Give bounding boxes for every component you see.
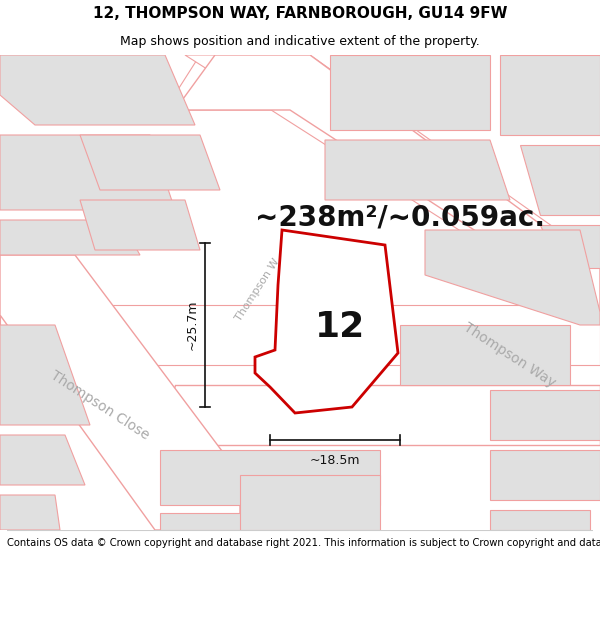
- Polygon shape: [400, 325, 570, 385]
- Polygon shape: [80, 135, 220, 190]
- Text: ~238m²/~0.059ac.: ~238m²/~0.059ac.: [255, 204, 545, 232]
- Polygon shape: [325, 140, 510, 200]
- Text: 12: 12: [315, 310, 365, 344]
- Text: Thompson Close: Thompson Close: [48, 368, 152, 442]
- Polygon shape: [520, 145, 600, 215]
- Polygon shape: [490, 450, 600, 500]
- Polygon shape: [0, 255, 240, 530]
- Polygon shape: [185, 55, 600, 320]
- Text: Thompson Way: Thompson Way: [461, 320, 559, 390]
- Polygon shape: [255, 230, 398, 413]
- Polygon shape: [500, 55, 600, 135]
- Text: 12, THOMPSON WAY, FARNBOROUGH, GU14 9FW: 12, THOMPSON WAY, FARNBOROUGH, GU14 9FW: [93, 6, 507, 21]
- Polygon shape: [240, 475, 380, 530]
- Polygon shape: [330, 55, 490, 130]
- Polygon shape: [80, 200, 200, 250]
- Polygon shape: [165, 55, 600, 310]
- Polygon shape: [540, 225, 600, 268]
- Polygon shape: [490, 390, 600, 440]
- Polygon shape: [160, 450, 380, 505]
- Polygon shape: [490, 510, 590, 530]
- Text: Contains OS data © Crown copyright and database right 2021. This information is : Contains OS data © Crown copyright and d…: [7, 538, 600, 548]
- Text: Thompson W: Thompson W: [234, 257, 282, 323]
- Polygon shape: [0, 495, 60, 530]
- Polygon shape: [0, 325, 90, 425]
- Polygon shape: [0, 435, 85, 485]
- Polygon shape: [160, 513, 360, 530]
- Polygon shape: [175, 55, 600, 312]
- Polygon shape: [0, 55, 195, 125]
- Polygon shape: [425, 230, 600, 325]
- Polygon shape: [0, 220, 140, 255]
- Polygon shape: [155, 385, 600, 445]
- Polygon shape: [0, 135, 175, 210]
- Polygon shape: [0, 305, 600, 365]
- Text: Map shows position and indicative extent of the property.: Map shows position and indicative extent…: [120, 35, 480, 48]
- Text: ~25.7m: ~25.7m: [185, 300, 199, 350]
- Text: ~18.5m: ~18.5m: [310, 454, 360, 467]
